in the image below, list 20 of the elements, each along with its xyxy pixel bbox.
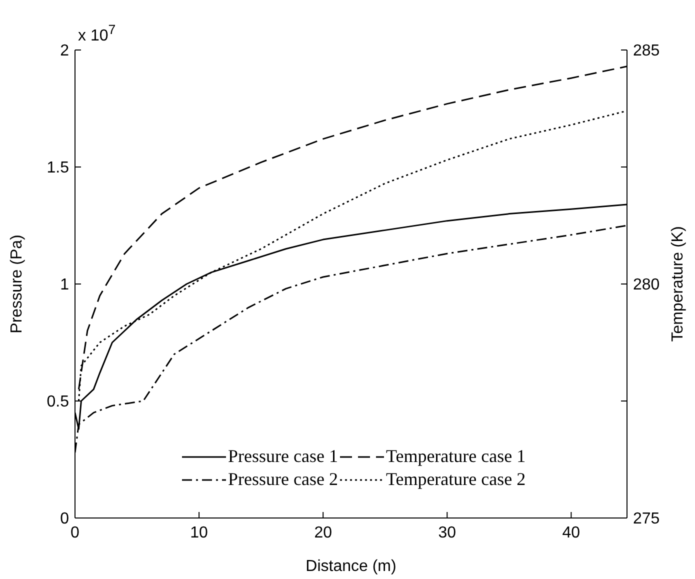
y2-tick-label: 275: [633, 510, 660, 528]
x-tick-label: 30: [438, 524, 456, 542]
y-tick-label: 1.5: [46, 160, 70, 177]
y-tick-label: 0.5: [46, 394, 70, 411]
legend-label: Pressure case 1: [228, 446, 338, 467]
legend-label: Pressure case 2: [228, 469, 338, 490]
y-tick-label: 0: [60, 510, 70, 528]
y-tick-label: 1: [60, 276, 70, 294]
text: x 10$^{7}$: [78, 22, 116, 46]
y-tick-label: 2: [60, 42, 70, 60]
legend-label: Temperature case 1: [386, 446, 526, 467]
legend-label: Temperature case 2: [386, 469, 526, 490]
x-axis-title: Distance (m): [306, 558, 396, 575]
y2-tick-label: 280: [633, 276, 660, 294]
x-tick-label: 40: [562, 524, 580, 542]
y2-axis-title: Temperature (K): [670, 226, 687, 342]
x-tick-label: 20: [314, 524, 332, 542]
y2-tick-label: 285: [633, 42, 660, 60]
y-axis-title: Pressure (Pa): [8, 234, 26, 334]
x-tick-label: 10: [190, 524, 208, 542]
